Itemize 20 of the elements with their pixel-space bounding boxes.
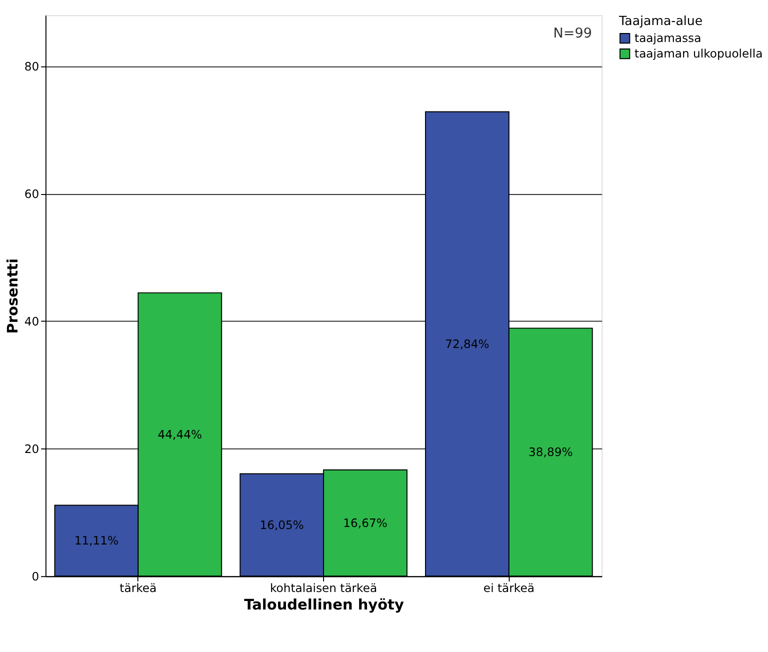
data-label: 38,89% (528, 445, 573, 460)
legend-label: taajaman ulkopuolella (634, 46, 763, 61)
x-tick-label: kohtalaisen tärkeä (270, 581, 378, 596)
x-axis-title: Taloudellinen hyöty (244, 597, 404, 614)
y-tick-label: 40 (24, 314, 40, 328)
y-axis-title: Prosentti (6, 258, 22, 334)
data-label: 72,84% (445, 336, 490, 351)
x-tick-label: ei tärkeä (483, 581, 534, 596)
y-tick-label: 80 (24, 59, 40, 74)
annotation: N=99 (553, 25, 592, 42)
y-tick-label: 20 (24, 442, 40, 456)
y-tick-label: 0 (32, 569, 40, 584)
legend-title: Taajama-alue (618, 12, 703, 28)
y-tick-label: 60 (24, 186, 40, 201)
data-label: 44,44% (158, 427, 202, 442)
legend-label: taajamassa (634, 31, 702, 46)
data-label: 16,05% (260, 518, 304, 532)
x-tick-label: tärkeä (120, 581, 157, 596)
data-label: 11,11% (74, 534, 119, 548)
data-label: 16,67% (343, 516, 388, 530)
